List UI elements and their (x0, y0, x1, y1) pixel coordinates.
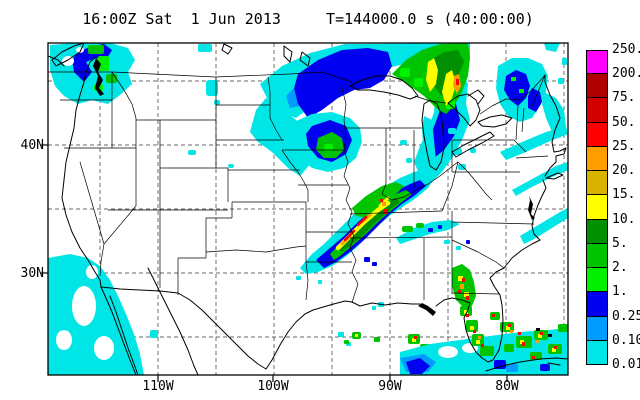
mississippi-delta (418, 303, 436, 316)
colorbar-edge-label: 5. (612, 235, 628, 251)
lon-label-100w: 100W (257, 379, 289, 394)
lat-label-30n: 30N (20, 266, 44, 281)
colorbar-edge-label: 200. (612, 66, 640, 82)
colorbar-edge-label: 250. (612, 42, 640, 57)
colorbar-edge-label: 0.10 (612, 332, 640, 348)
lon-label-90w: 90W (378, 379, 402, 394)
bahamas-island (536, 328, 540, 331)
colorbar-edge-label: 20. (612, 163, 636, 179)
colorbar-edge-label: 0.01 (612, 357, 640, 372)
colorbar-edge-label: 1. (612, 284, 628, 300)
colorbar-edge-label: 2. (612, 260, 628, 276)
state-borders (48, 71, 549, 304)
puget-sound (93, 58, 104, 96)
coastal-fill-details (93, 58, 552, 337)
precipitation-layer (48, 43, 568, 375)
colorbar-edge-label: 75. (612, 90, 636, 106)
chesapeake-bay (528, 196, 535, 220)
colorbar (586, 50, 608, 365)
colorbar-swatch (586, 339, 608, 365)
plot-title: 16:00Z Sat 1 Jun 2013 T=144000.0 s (40:0… (82, 10, 534, 28)
lon-label-80w: 80W (495, 379, 519, 394)
great-lakes (349, 75, 513, 171)
colorbar-edge-label: 0.25 (612, 308, 640, 324)
colorbar-edge-label: 15. (612, 187, 636, 203)
colorbar-edge-label: 25. (612, 138, 636, 154)
lon-label-110w: 110W (142, 379, 174, 394)
colorbar-edge-label: 10. (612, 211, 636, 227)
bahamas-island (548, 334, 552, 337)
lat-label-40n: 40N (20, 138, 44, 153)
map-frame (41, 42, 569, 382)
colorbar-edge-label: 50. (612, 114, 636, 130)
coastlines (48, 43, 568, 375)
